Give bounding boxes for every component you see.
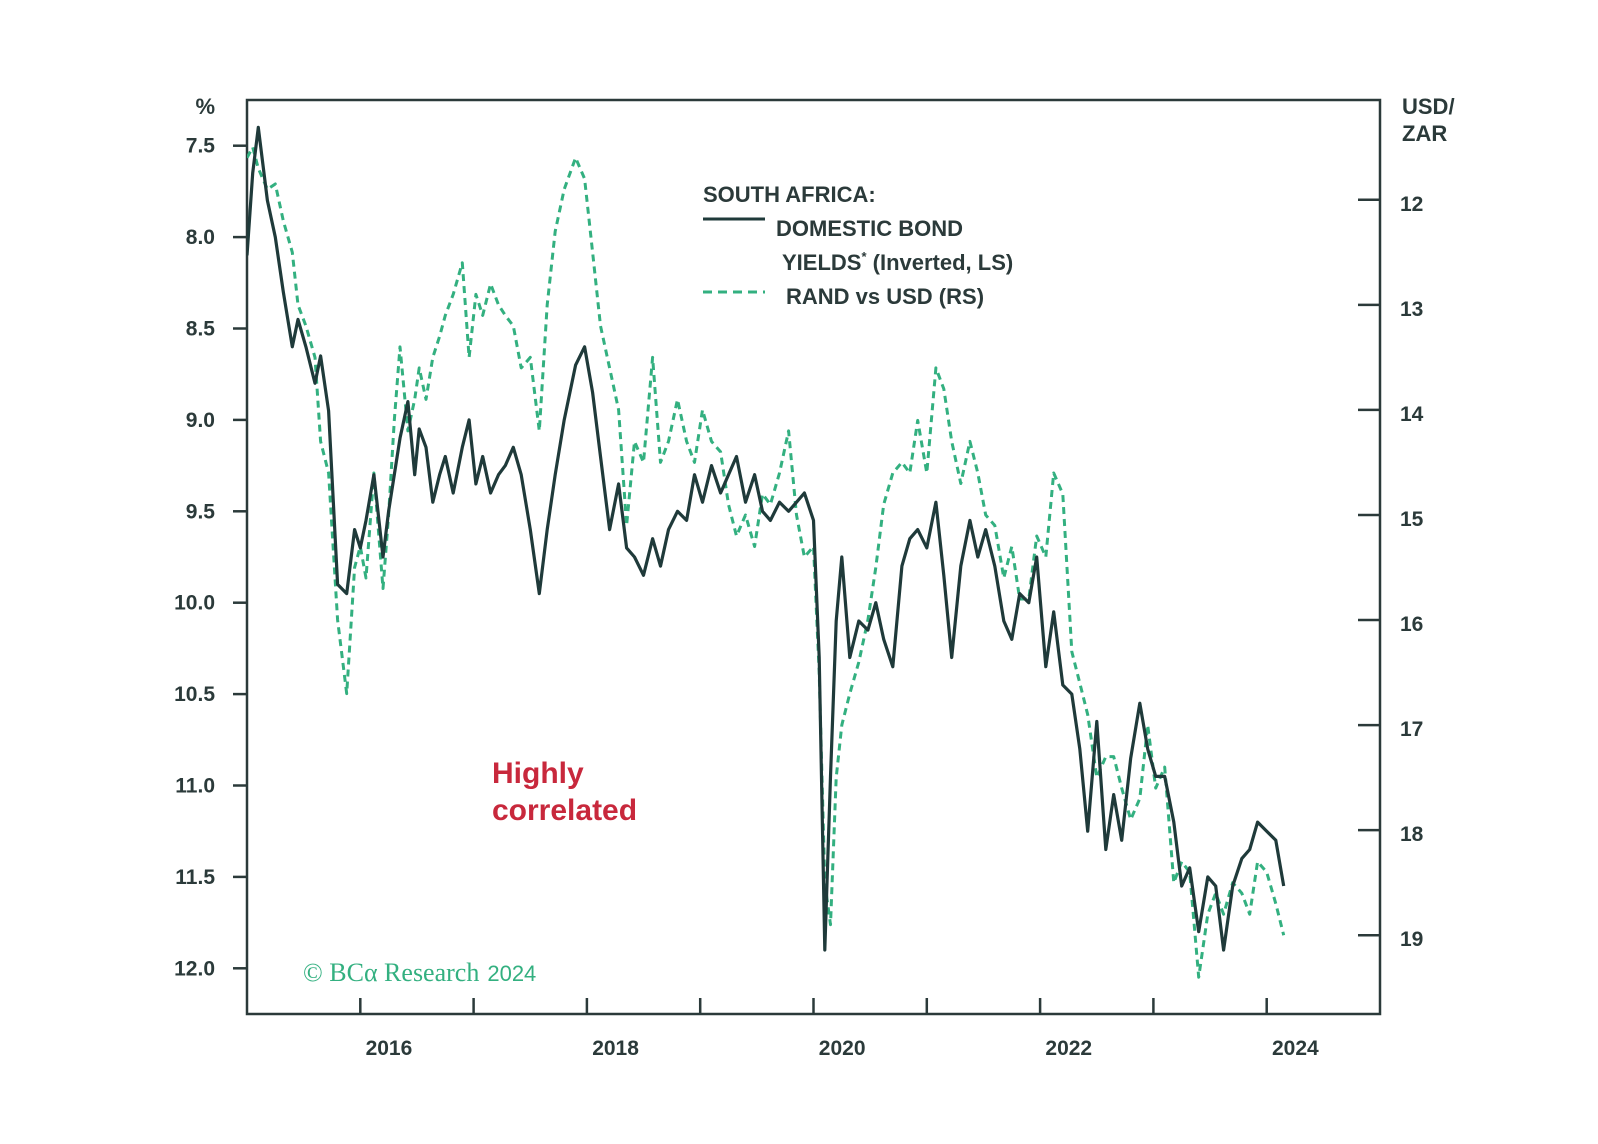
legend-series1-superscript: *: [861, 249, 867, 264]
legend-series1-line2: YIELDS* (Inverted, LS): [782, 249, 1013, 275]
right-axis: 12 13 14 15 16 17 18 19: [1358, 193, 1424, 951]
credit: © BCα Research 2024: [303, 958, 536, 987]
right-tick-label: 15: [1400, 508, 1424, 531]
x-tick-label: 2018: [592, 1037, 639, 1060]
right-tick-label: 12: [1400, 193, 1423, 216]
credit-year: 2024: [487, 961, 536, 986]
x-tick-label: 2020: [819, 1037, 866, 1060]
left-tick-label: 8.0: [186, 226, 215, 249]
x-tick-label: 2024: [1272, 1037, 1319, 1060]
legend: SOUTH AFRICA: DOMESTIC BOND YIELDS* (Inv…: [703, 182, 1013, 309]
right-tick-label: 14: [1400, 403, 1424, 426]
annotation-line2: correlated: [492, 794, 637, 827]
right-tick-label: 17: [1400, 718, 1423, 741]
legend-series1-line1: DOMESTIC BOND: [776, 216, 963, 241]
x-tick-label: 2022: [1045, 1037, 1092, 1060]
left-tick-label: 10.5: [174, 683, 215, 706]
right-tick-label: 13: [1400, 298, 1423, 321]
left-tick-label: 12.0: [174, 957, 215, 980]
left-tick-label: 10.0: [174, 592, 215, 615]
legend-series1-name: YIELDS: [782, 250, 861, 275]
left-axis: 7.5 8.0 8.5 9.0 9.5 10.0 10.5 11.0 11.5 12.0: [174, 135, 247, 980]
right-axis-unit-label-line1: USD/: [1402, 94, 1455, 119]
rand-vs-usd-line: [247, 145, 1286, 979]
left-tick-label: 11.0: [175, 775, 215, 798]
right-axis-unit-label-line2: ZAR: [1402, 121, 1447, 146]
credit-text: © BCα Research: [303, 958, 479, 987]
right-tick-label: 18: [1400, 823, 1424, 846]
annotation-line1: Highly: [492, 757, 584, 790]
left-tick-label: 11.5: [175, 866, 215, 889]
series-layer: [247, 125, 1286, 979]
left-tick-label: 7.5: [186, 135, 216, 158]
left-axis-unit-label: %: [195, 94, 215, 119]
legend-series2: RAND vs USD (RS): [786, 284, 984, 309]
right-tick-label: 19: [1400, 928, 1423, 951]
left-tick-label: 9.5: [186, 500, 216, 523]
legend-heading: SOUTH AFRICA:: [703, 182, 876, 207]
left-tick-label: 8.5: [186, 318, 216, 341]
x-tick-label: 2016: [366, 1037, 413, 1060]
right-tick-label: 16: [1400, 613, 1423, 636]
left-tick-label: 9.0: [186, 409, 215, 432]
bond-yields-line: [247, 125, 1286, 952]
x-axis: 2016 2018 2020 2022 2024: [359, 998, 1319, 1060]
legend-series1-suffix: (Inverted, LS): [867, 250, 1014, 275]
